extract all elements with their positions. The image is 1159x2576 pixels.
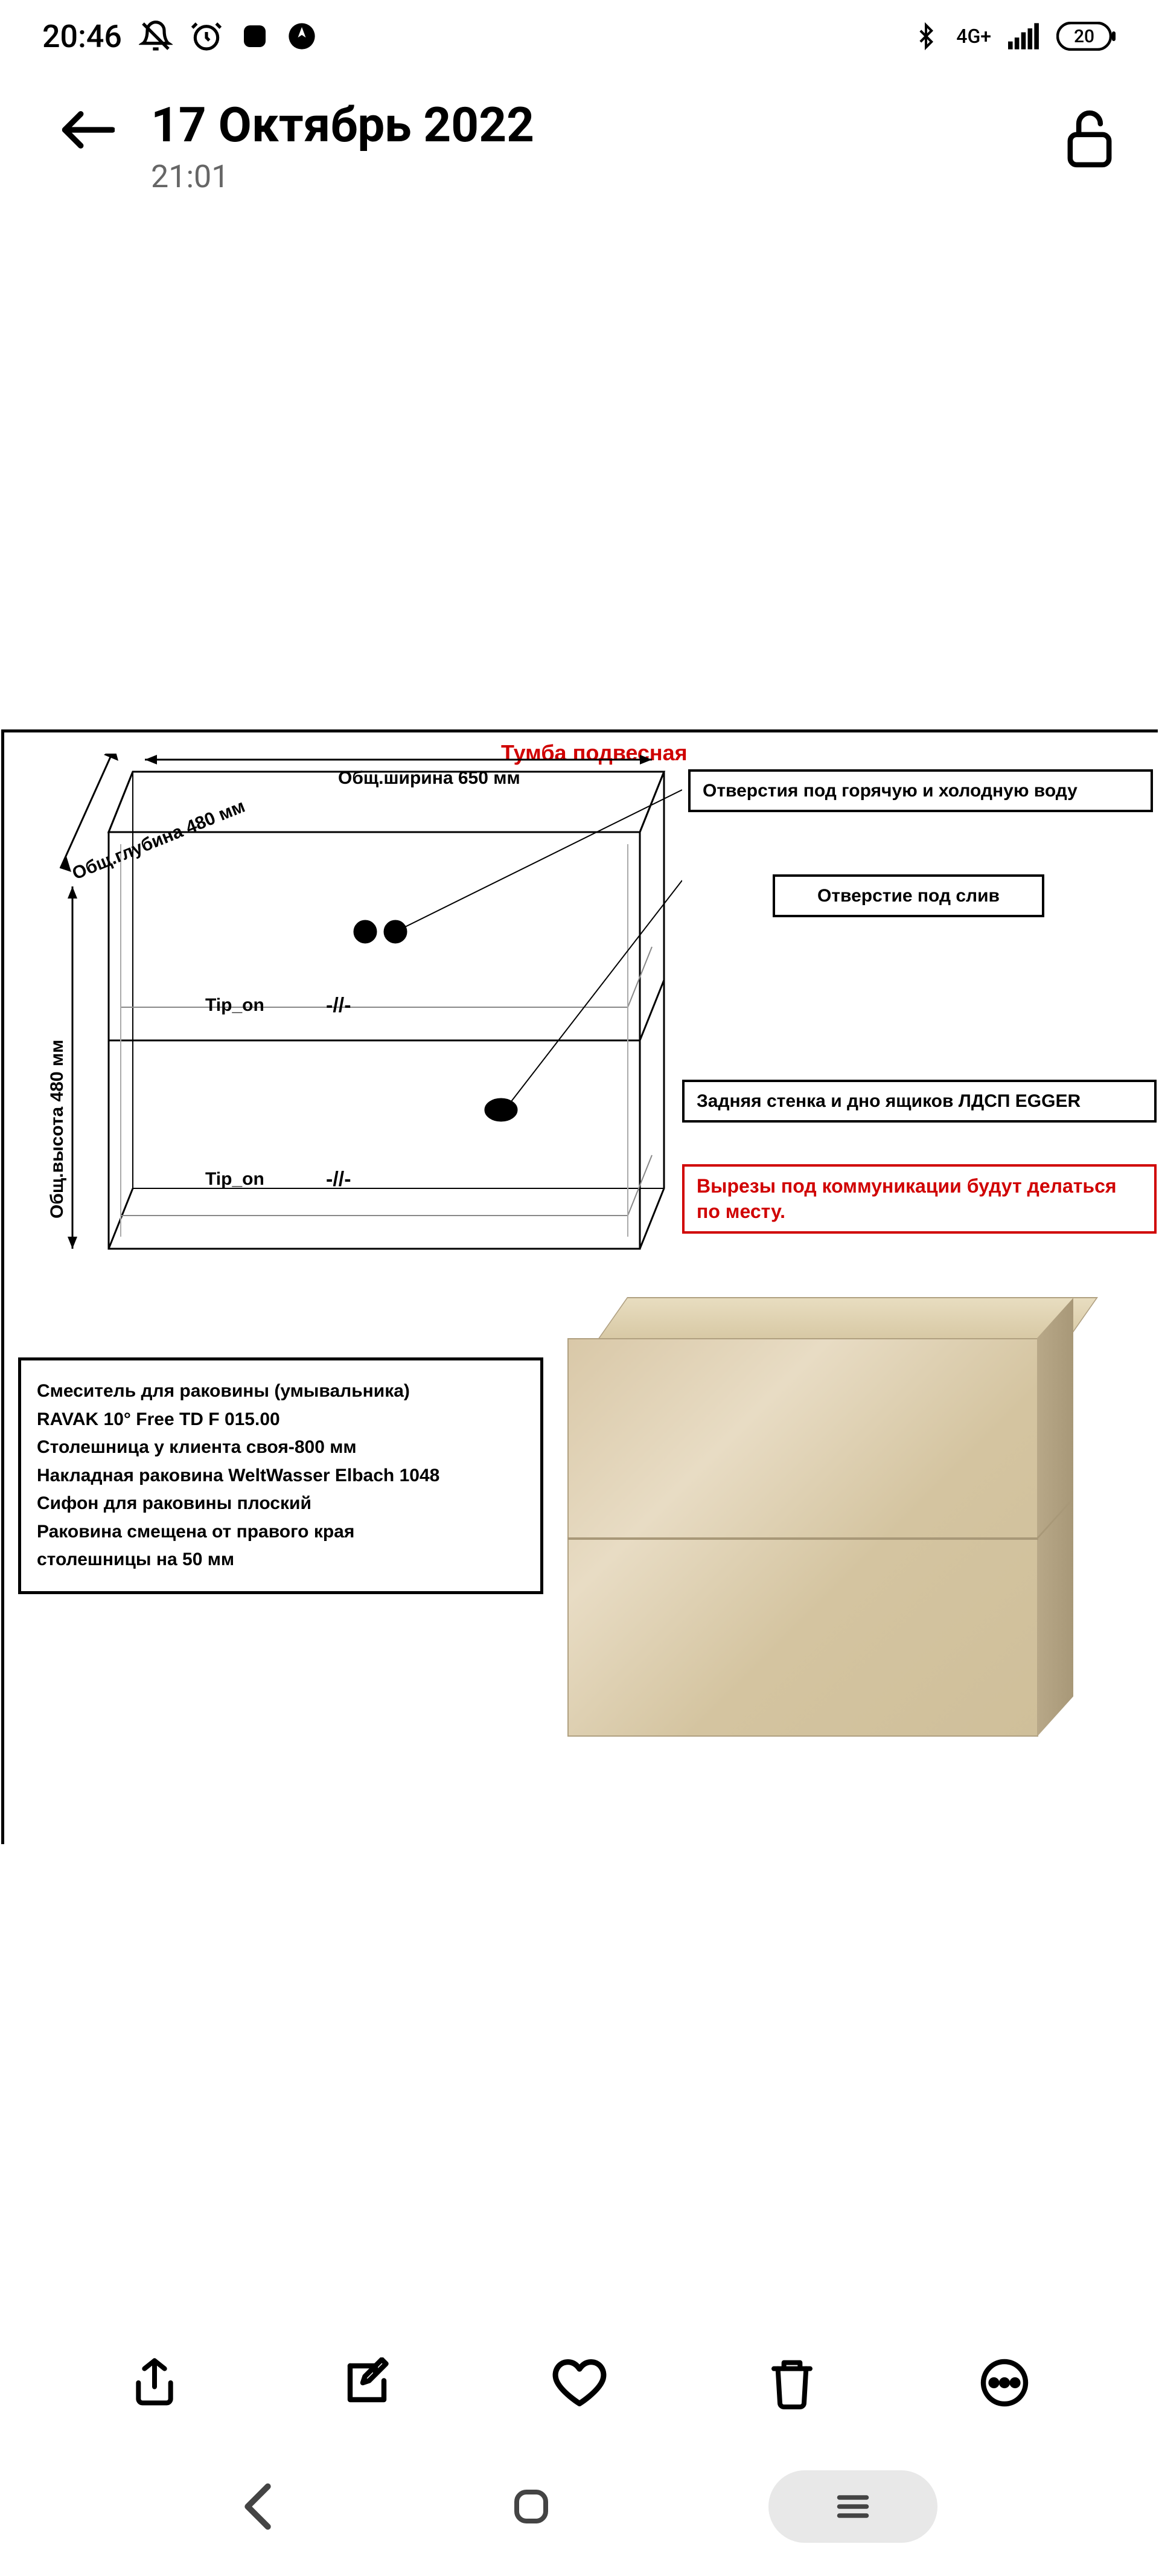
cabinet-render-group [567, 1297, 1099, 1780]
signal-icon [1008, 23, 1039, 50]
nav-bar [0, 2437, 1159, 2576]
bluetooth-icon [913, 21, 939, 52]
info-box: Смеситель для раковины (умывальника) RAV… [18, 1357, 543, 1594]
action-bar [0, 2328, 1159, 2437]
battery-pct: 20 [1056, 22, 1112, 51]
info-l1: Смеситель для раковины (умывальника) [37, 1377, 525, 1406]
cabinet-top [598, 1297, 1098, 1339]
back-button[interactable] [60, 109, 115, 159]
info-l6: Раковина смещена от правого края [37, 1518, 525, 1546]
info-l2: RAVAK 10° Free TD F 015.00 [37, 1406, 525, 1434]
lock-button[interactable] [1062, 109, 1117, 171]
drawer1-sym: -//- [326, 994, 351, 1017]
favorite-button[interactable] [549, 2353, 610, 2413]
dim-width: Общ.ширина 650 мм [338, 768, 520, 789]
info-l3: Столешница у клиента своя-800 мм [37, 1434, 525, 1462]
delete-button[interactable] [762, 2353, 822, 2413]
mute-icon [139, 19, 173, 53]
header-titles: 17 Октябрь 2022 21:01 [151, 97, 1026, 195]
share-button[interactable] [124, 2353, 185, 2413]
nav-home[interactable] [495, 2470, 567, 2543]
diagram: Тумба подвесная [0, 729, 1159, 1847]
info-l7: столешницы на 50 мм [37, 1546, 525, 1574]
info-l5: Сифон для раковины плоский [37, 1490, 525, 1518]
box-drain: Отверстие под слив [773, 874, 1044, 917]
info-l4: Накладная раковина WeltWasser Elbach 104… [37, 1462, 525, 1490]
dim-height: Общ.высота 480 мм [47, 1040, 68, 1219]
header-time: 21:01 [151, 158, 1026, 195]
drawer1-tipon: Tip_on [205, 995, 264, 1016]
box-cutouts: Вырезы под коммуникации будут делаться п… [682, 1164, 1157, 1234]
cabinet-gap [567, 1537, 1038, 1540]
status-right: 4G+ 20 [913, 21, 1117, 52]
cabinet-wireframe [24, 754, 682, 1309]
image-viewer[interactable]: Тумба подвесная [0, 374, 1159, 2322]
box-water: Отверстия под горячую и холодную воду [688, 769, 1153, 812]
nav-back[interactable] [222, 2470, 294, 2543]
battery-icon: 20 [1056, 22, 1117, 51]
edit-button[interactable] [337, 2353, 397, 2413]
nav-recent[interactable] [768, 2470, 937, 2543]
app-header: 17 Октябрь 2022 21:01 [0, 72, 1159, 231]
compass-icon [286, 21, 318, 52]
more-button[interactable] [974, 2353, 1035, 2413]
network-label: 4G+ [956, 28, 991, 45]
header-date: 17 Октябрь 2022 [151, 97, 1026, 153]
status-bar: 20:46 4G+ 20 [0, 0, 1159, 72]
drawer2-tipon: Tip_on [205, 1169, 264, 1190]
drawer2-sym: -//- [326, 1168, 351, 1191]
square-icon [240, 22, 269, 51]
alarm-icon [190, 19, 223, 53]
status-left: 20:46 [42, 18, 318, 55]
status-time: 20:46 [42, 18, 122, 55]
box-backwall: Задняя стенка и дно ящиков ЛДСП EGGER [682, 1080, 1157, 1123]
